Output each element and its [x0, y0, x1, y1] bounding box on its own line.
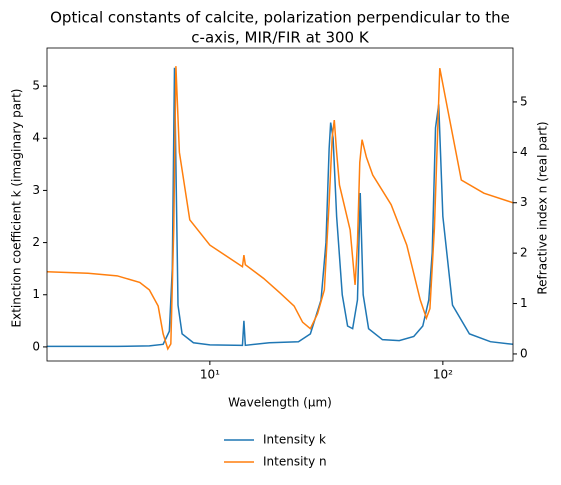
y2-tick-label: 4 [520, 145, 528, 159]
data-line [47, 66, 513, 351]
y-tick-label: 0 [32, 339, 40, 353]
y-tick-label: 3 [32, 183, 40, 197]
plot-frame [46, 47, 514, 362]
y2-tick-label: 2 [520, 246, 528, 260]
y2-axis-label: Refractive index n (real part) [536, 121, 550, 294]
y2-tick-label: 3 [520, 195, 528, 209]
chart-title: c-axis, MIR/FIR at 300 K [191, 29, 370, 47]
y-tick-label: 1 [32, 287, 40, 301]
chart-title: Optical constants of calcite, polarizati… [50, 9, 510, 27]
x-tick-label: 10¹ [200, 368, 220, 382]
y2-tick-label: 0 [520, 346, 528, 360]
x-tick-label: 10² [433, 368, 453, 382]
y2-tick-label: 5 [520, 94, 528, 108]
y-tick-label: 4 [32, 131, 40, 145]
x-axis-label: Wavelength (μm) [228, 396, 332, 410]
y-tick-label: 2 [32, 235, 40, 249]
data-line [47, 67, 513, 348]
legend-label: Intensity n [263, 455, 327, 469]
y-tick-label: 5 [32, 79, 40, 93]
y-axis-label: Extinction coefficient k (imaginary part… [10, 89, 24, 328]
legend-label: Intensity k [263, 433, 326, 447]
y2-tick-label: 1 [520, 296, 528, 310]
